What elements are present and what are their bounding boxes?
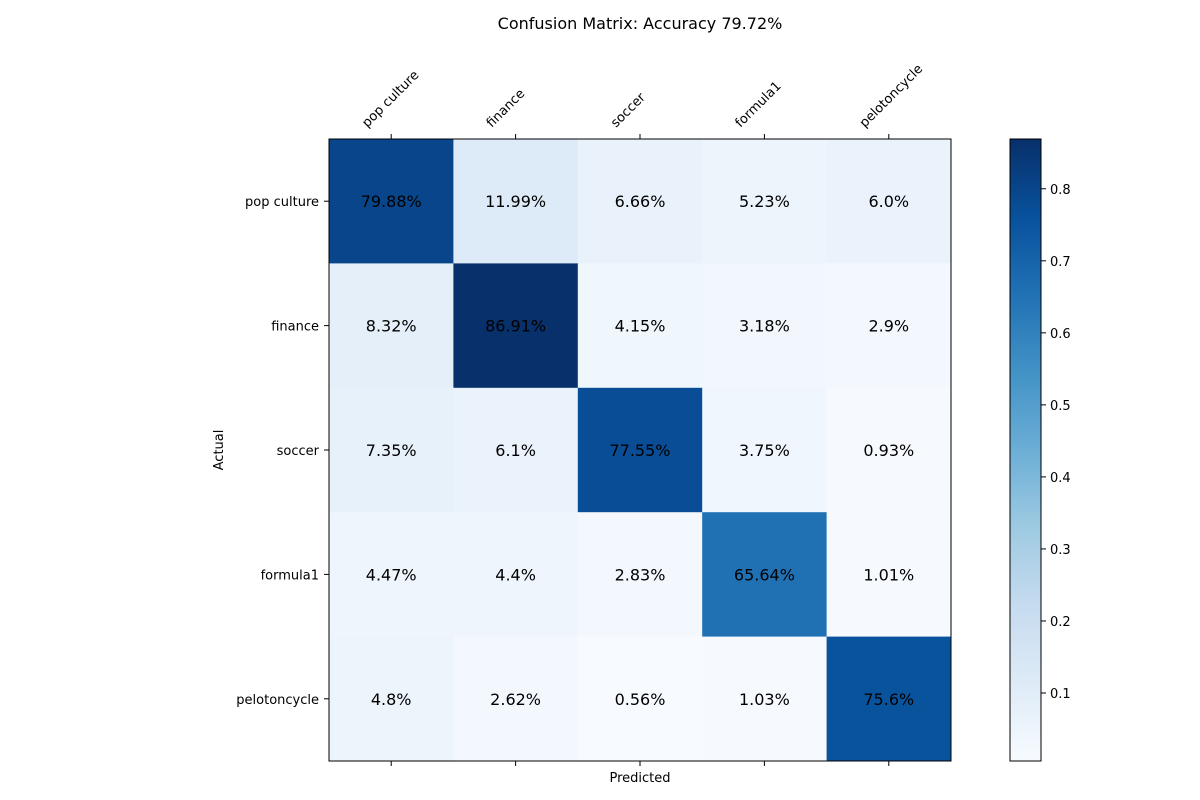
cell-value-label: 65.64%	[734, 565, 795, 584]
x-tick-label: formula1	[733, 79, 785, 131]
heatmap-cell	[453, 636, 579, 762]
cell-value-label: 11.99%	[485, 192, 546, 211]
cell-value-label: 8.32%	[366, 317, 417, 336]
heatmap-cell	[577, 139, 703, 264]
cell-value-label: 6.66%	[615, 192, 666, 211]
cell-value-label: 6.1%	[495, 441, 536, 460]
heatmap-cells	[329, 139, 952, 762]
heatmap-cell-labels: 79.88% 11.99% 6.66% 5.23% 6.0% 8.32% 86.91% 4.1…	[361, 192, 915, 709]
cell-value-label: 4.8%	[371, 690, 412, 709]
heatmap-cell	[826, 139, 952, 264]
cell-value-label: 3.75%	[739, 441, 790, 460]
y-axis-ticks: pop culture finance soccer formula1 pelotonc…	[236, 195, 329, 708]
heatmap-cell	[453, 263, 579, 389]
colorbar-gradient	[1009, 138, 1042, 762]
x-tick-label: pelotoncycle	[857, 62, 926, 131]
heatmap-cell	[329, 263, 454, 389]
cell-value-label: 77.55%	[609, 441, 670, 460]
cell-value-label: 5.23%	[739, 192, 790, 211]
x-tick-label: pop culture	[359, 68, 422, 131]
cell-value-label: 4.15%	[615, 317, 666, 336]
heatmap-cell	[702, 512, 828, 638]
cell-value-label: 4.47%	[366, 565, 417, 584]
heatmap-cell	[329, 636, 454, 762]
cell-value-label: 2.83%	[615, 565, 666, 584]
heatmap-cell	[702, 263, 828, 389]
y-tick-label: finance	[271, 320, 319, 335]
colorbar-tick-label: 0.4	[1050, 471, 1071, 486]
cell-value-label: 1.03%	[739, 690, 790, 709]
cell-value-label: 86.91%	[485, 317, 546, 336]
colorbar-tick-label: 0.7	[1050, 255, 1071, 270]
cell-value-label: 75.6%	[863, 690, 914, 709]
cell-value-label: 7.35%	[366, 441, 417, 460]
colorbar-tick-label: 0.1	[1050, 687, 1071, 702]
cell-value-label: 0.93%	[863, 441, 914, 460]
y-tick-label: pelotoncycle	[236, 693, 319, 708]
heatmap-cell	[577, 636, 703, 762]
heatmap-cell	[702, 636, 828, 762]
cell-value-label: 1.01%	[863, 565, 914, 584]
y-tick-label: formula1	[261, 568, 319, 583]
y-axis-label: Actual	[212, 430, 227, 471]
heatmap-cell	[329, 512, 454, 638]
cell-value-label: 6.0%	[868, 192, 909, 211]
colorbar-tick-label: 0.8	[1050, 183, 1071, 198]
cell-value-label: 0.56%	[615, 690, 666, 709]
heatmap-cell	[453, 139, 579, 264]
heatmap-cell	[702, 387, 828, 513]
heatmap-cell	[826, 636, 952, 762]
heatmap-cell	[329, 139, 454, 264]
x-tick-label: finance	[484, 86, 528, 130]
heatmap-cell	[453, 512, 579, 638]
heatmap-cell	[702, 139, 828, 264]
colorbar-tick-label: 0.5	[1050, 399, 1071, 414]
y-tick-label: soccer	[277, 444, 320, 459]
cell-value-label: 2.9%	[868, 317, 909, 336]
colorbar-tick-label: 0.2	[1050, 615, 1071, 630]
x-axis-label: Predicted	[609, 771, 670, 786]
cell-value-label: 79.88%	[361, 192, 422, 211]
chart-title: Confusion Matrix: Accuracy 79.72%	[498, 14, 783, 33]
heatmap-cell	[826, 387, 952, 513]
cell-value-label: 4.4%	[495, 565, 536, 584]
heatmap-cell	[577, 263, 703, 389]
heatmap-cell	[329, 387, 454, 513]
heatmap-cell	[577, 387, 703, 513]
cell-value-label: 2.62%	[490, 690, 541, 709]
x-tick-label: soccer	[608, 90, 649, 131]
heatmap-cell	[826, 263, 952, 389]
heatmap-cell	[453, 387, 579, 513]
cell-value-label: 3.18%	[739, 317, 790, 336]
colorbar-tick-label: 0.6	[1050, 327, 1071, 342]
colorbar: 0.1 0.2 0.3 0.4 0.5 0.6 0.7 0.8	[1009, 138, 1071, 762]
colorbar-tick-label: 0.3	[1050, 543, 1071, 558]
y-tick-label: pop culture	[245, 195, 319, 210]
heatmap-cell	[826, 512, 952, 638]
heatmap-cell	[577, 512, 703, 638]
